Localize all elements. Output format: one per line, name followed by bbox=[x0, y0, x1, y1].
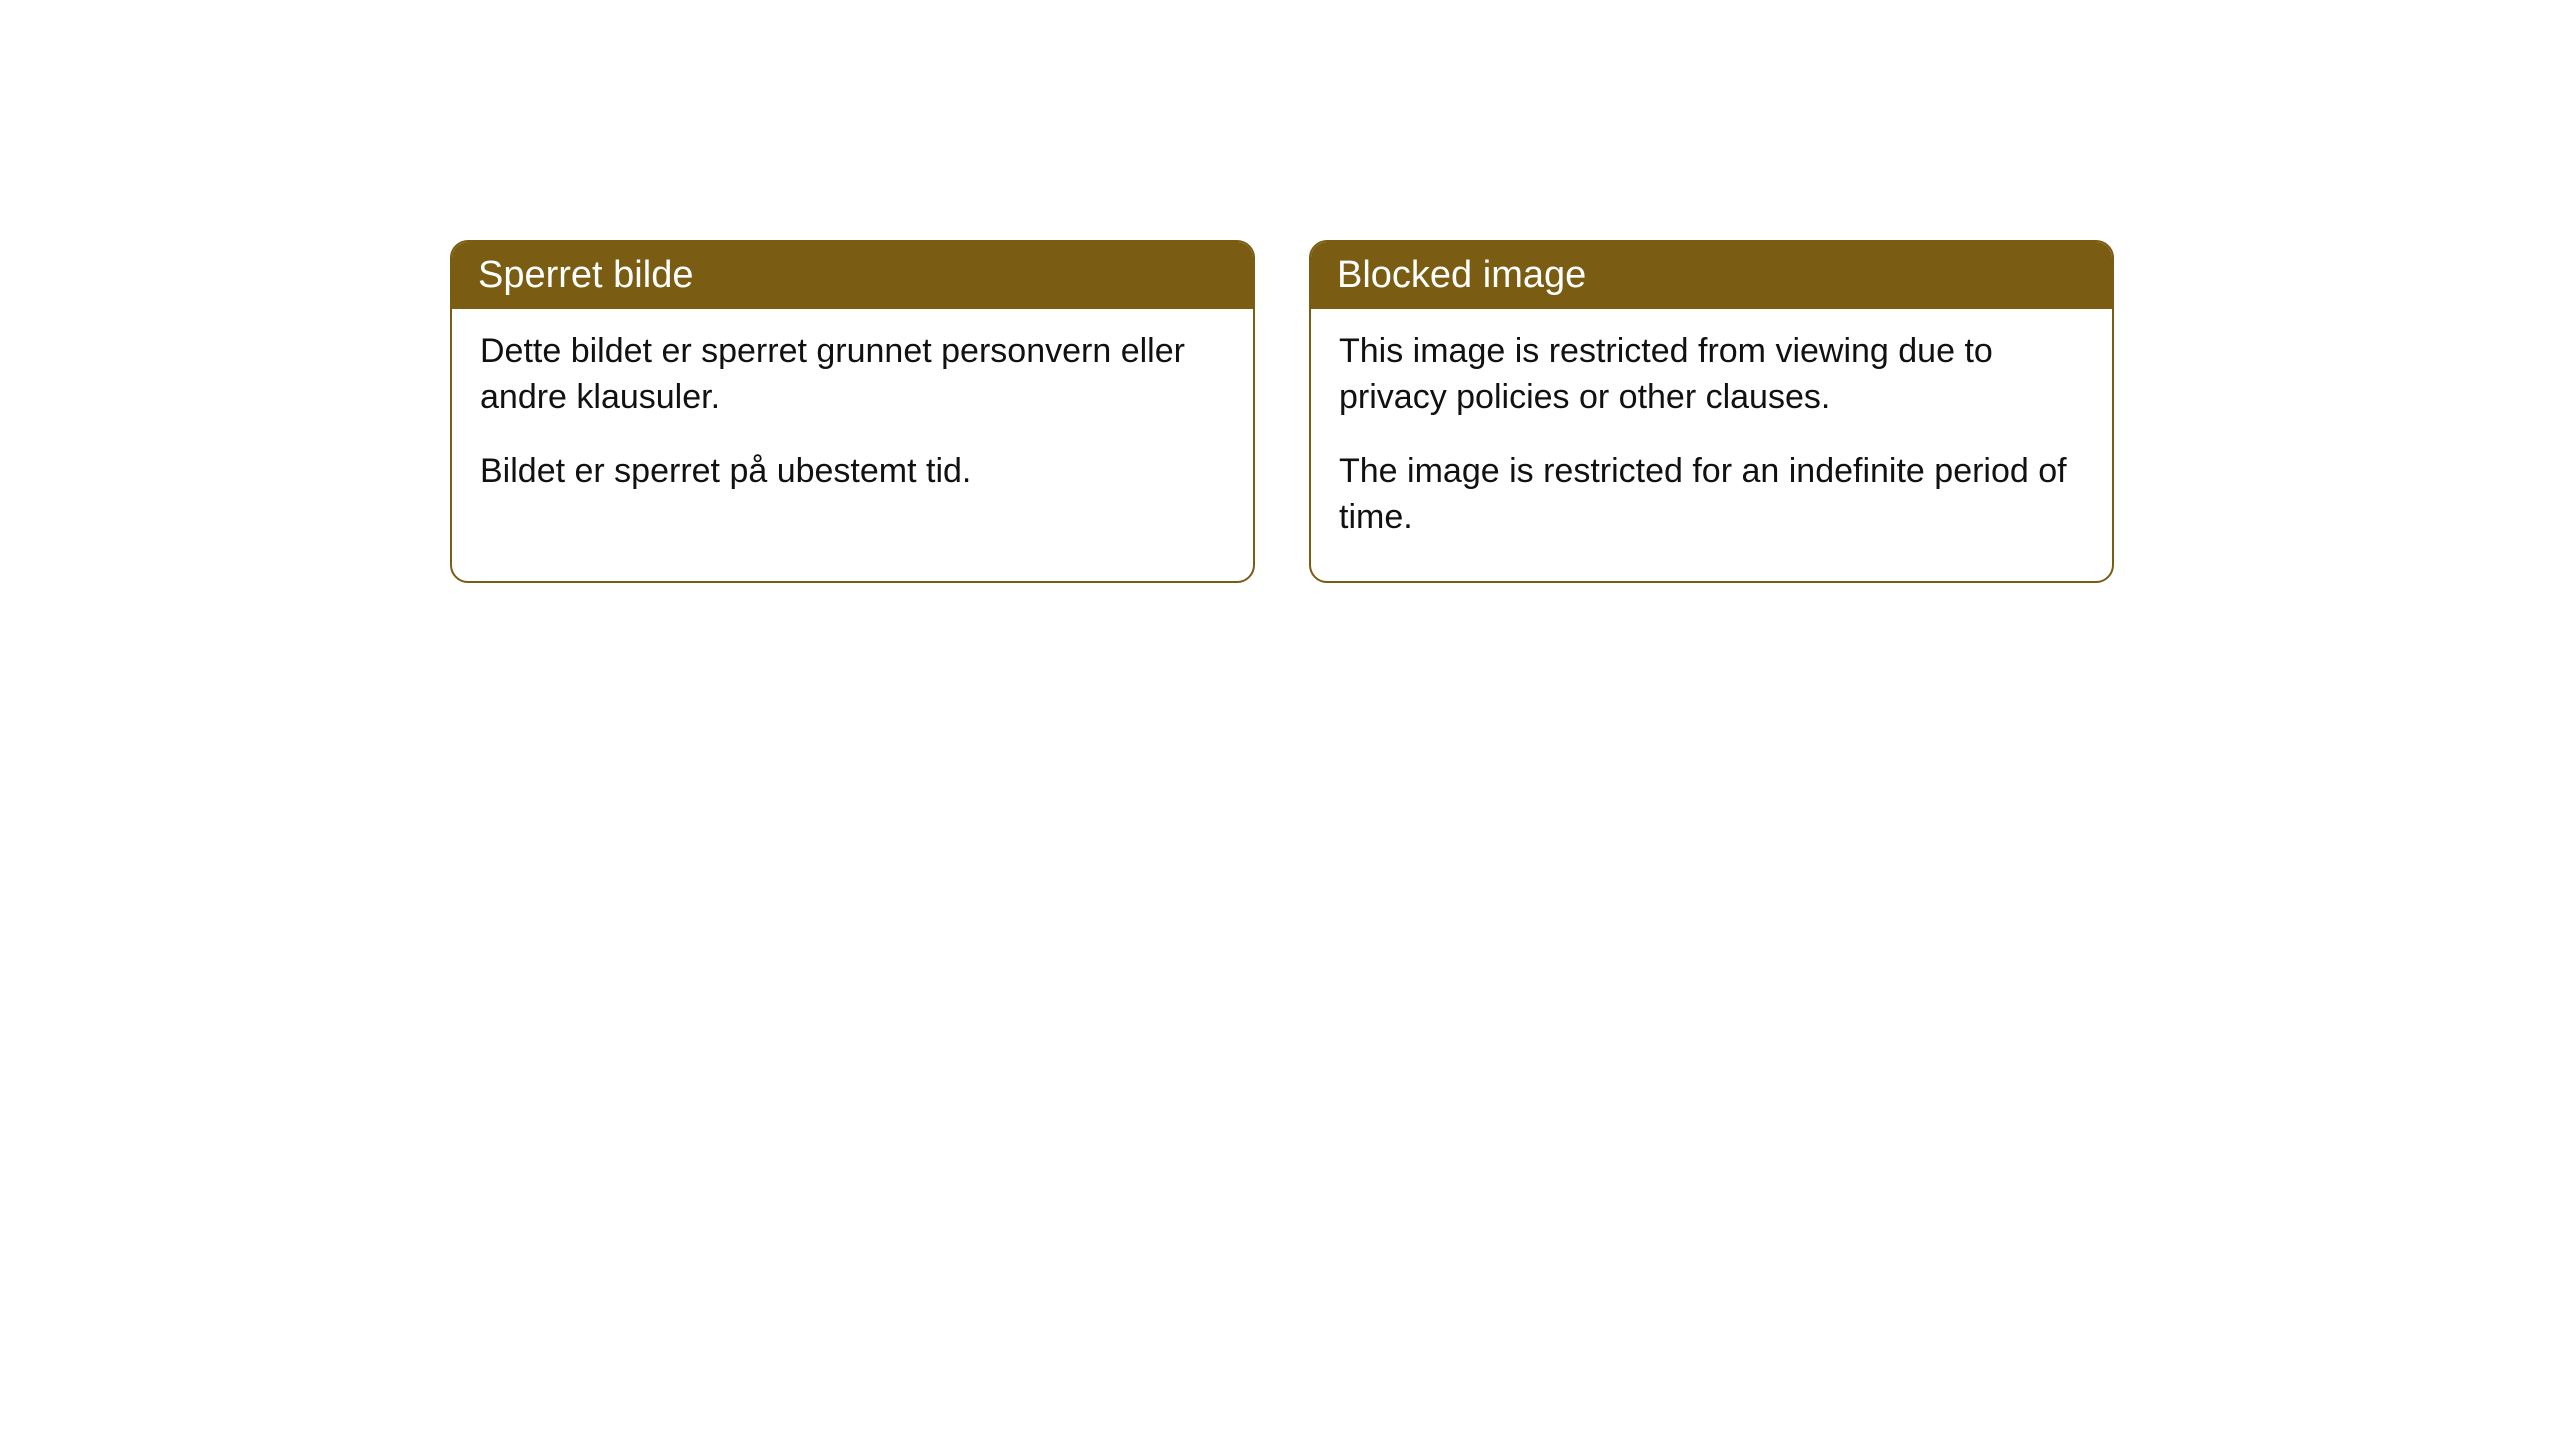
card-body-no: Dette bildet er sperret grunnet personve… bbox=[452, 309, 1253, 535]
card-body-en: This image is restricted from viewing du… bbox=[1311, 309, 2112, 581]
card-para2-en: The image is restricted for an indefinit… bbox=[1339, 449, 2084, 541]
card-para2-no: Bildet er sperret på ubestemt tid. bbox=[480, 449, 1225, 495]
card-header-no: Sperret bilde bbox=[452, 242, 1253, 309]
blocked-image-card-no: Sperret bilde Dette bildet er sperret gr… bbox=[450, 240, 1255, 583]
blocked-image-card-en: Blocked image This image is restricted f… bbox=[1309, 240, 2114, 583]
card-header-en: Blocked image bbox=[1311, 242, 2112, 309]
card-para1-en: This image is restricted from viewing du… bbox=[1339, 329, 2084, 421]
card-para1-no: Dette bildet er sperret grunnet personve… bbox=[480, 329, 1225, 421]
notice-container: Sperret bilde Dette bildet er sperret gr… bbox=[0, 0, 2560, 583]
